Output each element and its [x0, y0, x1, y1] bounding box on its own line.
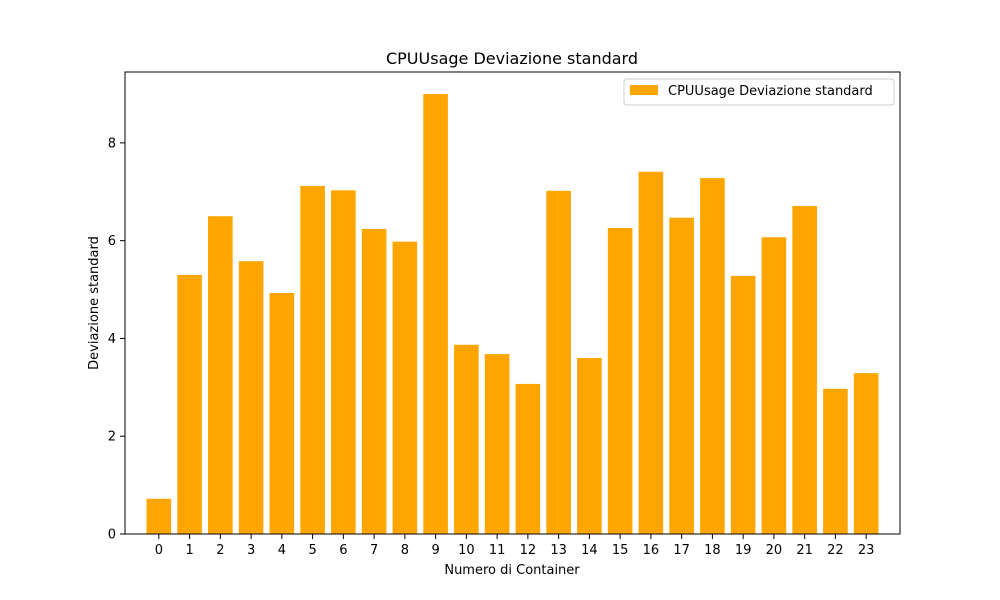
- y-tick-label: 4: [108, 332, 116, 347]
- bar-23: [853, 373, 879, 534]
- bar-7: [361, 228, 387, 534]
- legend-label: CPUUsage Deviazione standard: [668, 84, 873, 99]
- bar-9: [423, 94, 448, 534]
- x-tick-label: 22: [827, 543, 844, 558]
- x-tick-label: 23: [858, 543, 875, 558]
- x-tick-label: 9: [431, 543, 439, 558]
- bar-15: [607, 227, 633, 534]
- x-tick-label: 0: [155, 543, 163, 558]
- x-tick-label: 8: [401, 543, 409, 558]
- x-axis-label: Numero di Container: [444, 563, 580, 578]
- bar-20: [761, 237, 787, 535]
- x-tick-label: 14: [581, 543, 598, 558]
- x-tick-label: 12: [520, 543, 537, 558]
- x-tick-label: 2: [216, 543, 224, 558]
- x-tick-label: 21: [796, 543, 813, 558]
- x-tick-label: 3: [247, 543, 255, 558]
- x-tick-label: 19: [735, 543, 752, 558]
- bar-3: [238, 261, 264, 534]
- y-axis-label: Deviazione standard: [87, 236, 102, 370]
- bar-21: [792, 205, 817, 534]
- legend-swatch: [630, 85, 658, 95]
- x-axis: 0 1 2 3 4 5 6 7 8 9 10 11 12 13 14 15 16 17 18 19 20 21 22 23: [155, 534, 875, 558]
- x-tick-label: 17: [673, 543, 690, 558]
- bar-2: [208, 216, 233, 534]
- bar-6: [331, 190, 356, 534]
- bar-17: [669, 217, 694, 534]
- y-tick-label: 6: [108, 234, 116, 249]
- bar-14: [577, 358, 602, 534]
- x-tick-label: 7: [370, 543, 378, 558]
- bar-13: [546, 190, 571, 535]
- bar-0: [146, 498, 172, 534]
- y-tick-label: 0: [108, 528, 116, 543]
- bar-16: [638, 171, 664, 535]
- x-tick-label: 11: [489, 543, 506, 558]
- bar-10: [454, 344, 479, 534]
- x-tick-label: 15: [612, 543, 629, 558]
- x-tick-label: 20: [766, 543, 783, 558]
- bar-8: [392, 241, 418, 534]
- bar-11: [484, 354, 510, 534]
- bar-22: [823, 388, 848, 534]
- x-tick-label: 4: [278, 543, 286, 558]
- bar-18: [700, 178, 725, 534]
- x-tick-label: 13: [550, 543, 567, 558]
- y-tick-label: 2: [108, 430, 116, 445]
- x-tick-label: 10: [458, 543, 475, 558]
- x-tick-label: 16: [643, 543, 660, 558]
- plot-frame: [124, 71, 901, 535]
- bars-group: [146, 94, 879, 535]
- bar-4: [269, 292, 295, 534]
- chart-title: CPUUsage Deviazione standard: [386, 49, 638, 68]
- x-tick-label: 5: [308, 543, 316, 558]
- bar-12: [515, 383, 541, 534]
- legend: CPUUsage Deviazione standard: [623, 78, 895, 106]
- x-tick-label: 6: [339, 543, 347, 558]
- bar-5: [300, 185, 325, 534]
- legend-box: [623, 78, 895, 106]
- y-axis: 0 2 4 6 8: [108, 136, 125, 543]
- bar-19: [730, 275, 756, 534]
- bar-1: [177, 274, 202, 534]
- x-tick-label: 18: [704, 543, 721, 558]
- y-tick-label: 8: [108, 136, 116, 151]
- x-tick-label: 1: [185, 543, 193, 558]
